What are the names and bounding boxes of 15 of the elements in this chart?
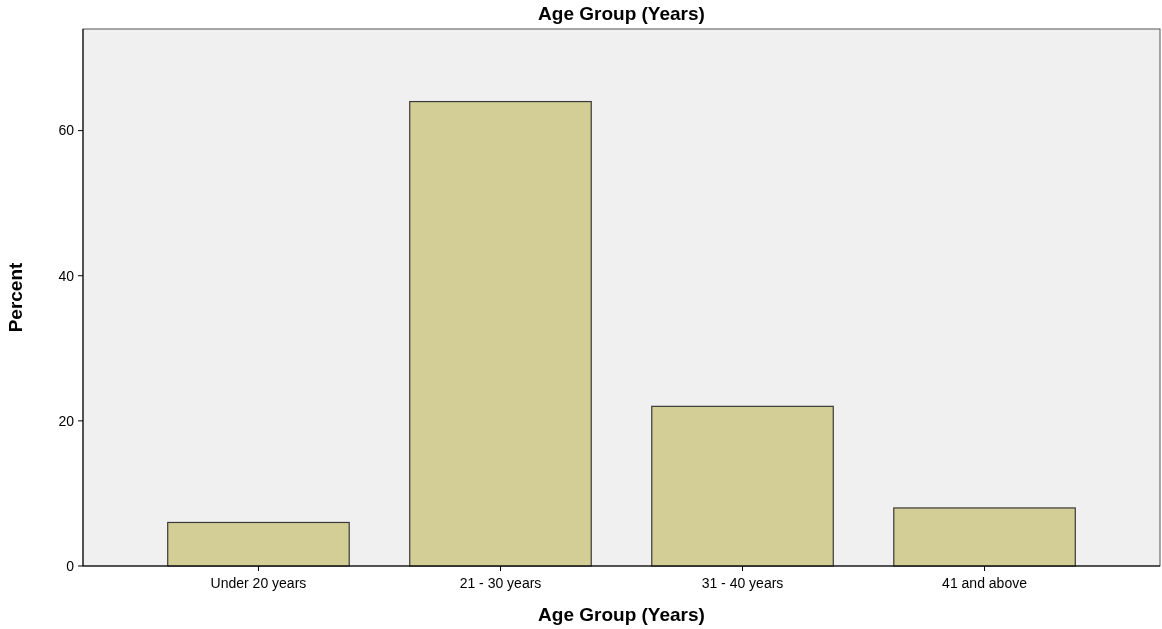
y-tick-label: 0 xyxy=(66,557,75,574)
y-tick-label: 20 xyxy=(58,412,75,429)
bar xyxy=(409,100,592,567)
y-tick-label: 40 xyxy=(58,267,75,284)
chart-title: Age Group (Years) xyxy=(538,3,705,24)
x-tick-label: 31 - 40 years xyxy=(701,575,784,591)
bar xyxy=(651,405,834,567)
x-tick-label: 21 - 30 years xyxy=(459,575,542,591)
x-tick-label: Under 20 years xyxy=(210,575,307,591)
bar xyxy=(167,521,350,567)
y-tick-label: 60 xyxy=(58,122,75,139)
x-axis-title: Age Group (Years) xyxy=(538,604,705,625)
bar xyxy=(893,507,1076,567)
y-axis-title: Percent xyxy=(5,261,26,333)
x-tick-label: 41 and above xyxy=(942,575,1028,591)
